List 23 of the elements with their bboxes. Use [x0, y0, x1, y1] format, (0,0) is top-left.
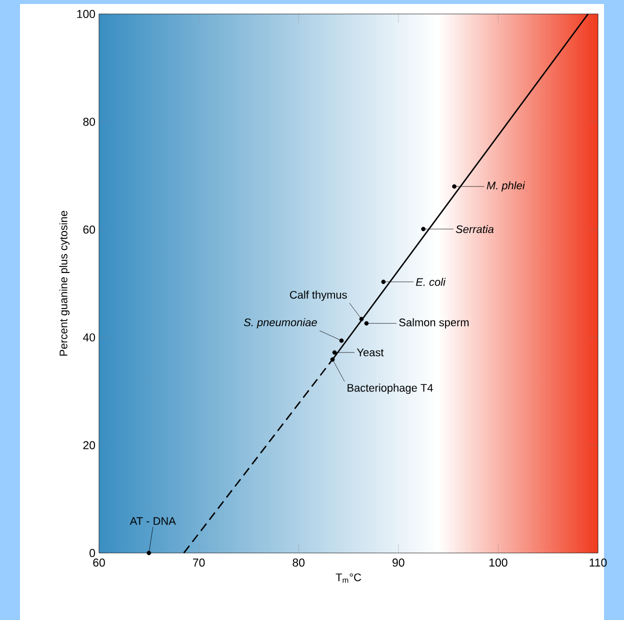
x-tick-label: 100: [490, 558, 508, 567]
annotation: Salmon sperm: [399, 318, 469, 328]
x-tick-label: 90: [392, 558, 404, 567]
y-tick-label: 40: [83, 333, 96, 342]
annotation: E. coli: [416, 278, 446, 286]
x-tick-label: 60: [93, 558, 105, 567]
y-tick-label: 100: [77, 10, 96, 18]
y-tick-label: 0: [90, 548, 96, 558]
x-tick-label: 70: [193, 558, 205, 567]
annotation: Bacteriophage T4: [348, 384, 433, 394]
annotation: AT - DNA: [130, 517, 176, 525]
y-tick-label: 80: [83, 118, 96, 126]
x-axis-title: T$_{m}$°C: [336, 573, 362, 583]
y-tick-label: 20: [83, 441, 96, 450]
annotation: M. phlei: [486, 181, 526, 192]
x-tick-label: 80: [292, 558, 305, 567]
annotation: Calf thymus: [290, 290, 347, 301]
annotation: Yeast: [356, 348, 384, 356]
y-tick-label: 60: [83, 226, 96, 234]
y-axis-title: Percent guanine plus cytosine: [59, 210, 70, 356]
annotation: Serratia: [456, 225, 494, 234]
x-tick-label: 110: [590, 558, 607, 567]
annotation: S. pneumoniae: [244, 318, 317, 328]
